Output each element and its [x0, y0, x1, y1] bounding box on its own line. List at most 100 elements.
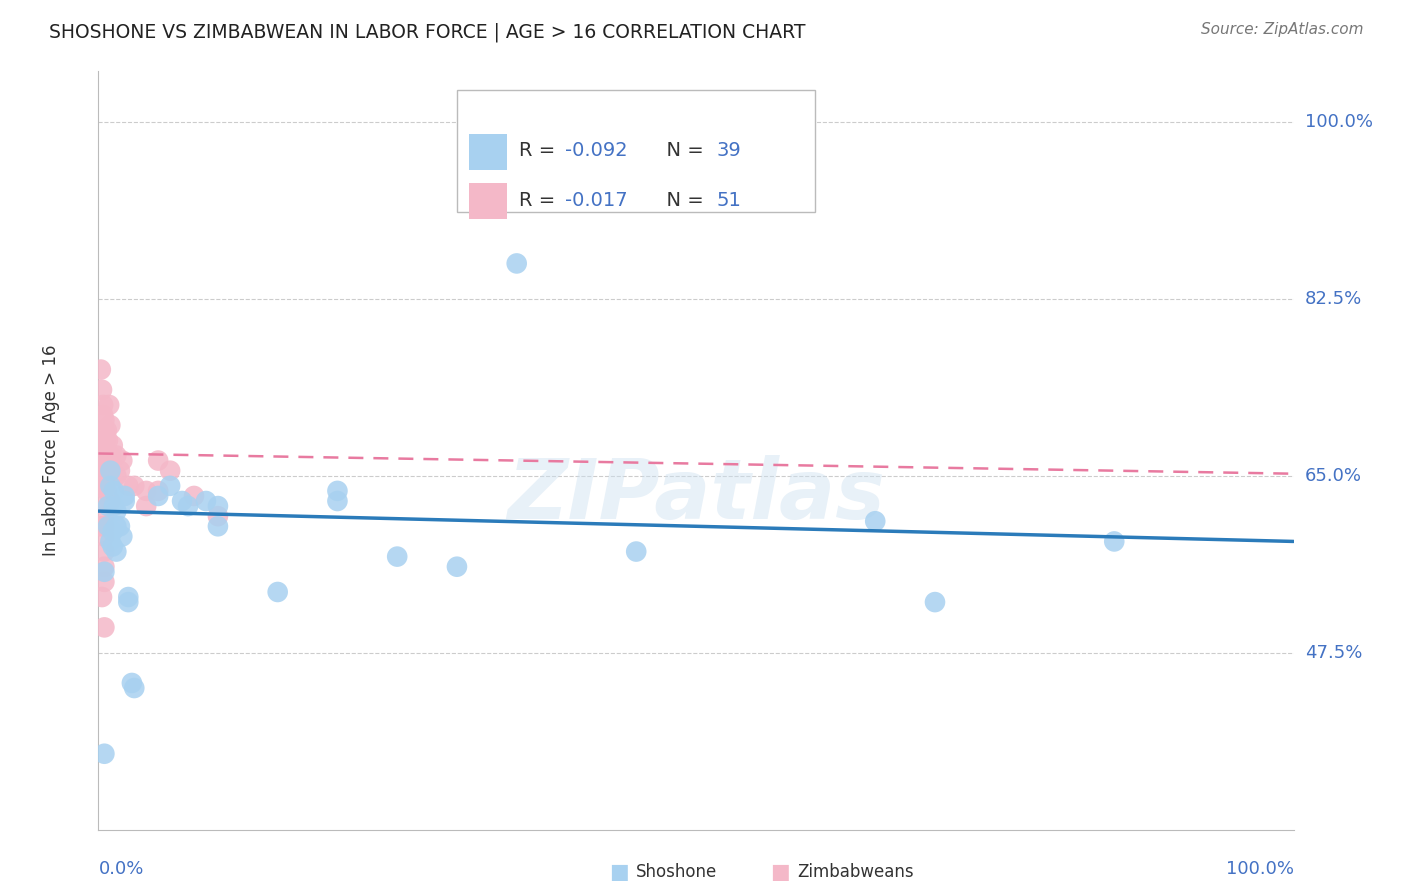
- Point: [114, 494, 136, 508]
- Point: [105, 544, 128, 558]
- Point: [98, 418, 122, 433]
- Point: [98, 398, 121, 412]
- Text: N =: N =: [654, 191, 710, 210]
- Point: [93, 464, 115, 478]
- Point: [177, 499, 200, 513]
- Point: [195, 494, 218, 508]
- Text: Shoshone: Shoshone: [636, 863, 717, 881]
- Text: 39: 39: [716, 142, 741, 161]
- Text: -0.017: -0.017: [565, 191, 627, 210]
- Point: [93, 544, 115, 558]
- Point: [108, 519, 131, 533]
- Point: [93, 519, 115, 533]
- Point: [1104, 534, 1126, 549]
- Point: [159, 464, 181, 478]
- Point: [101, 524, 124, 539]
- Point: [90, 438, 112, 452]
- Text: R =: R =: [519, 191, 561, 210]
- Text: SHOSHONE VS ZIMBABWEAN IN LABOR FORCE | AGE > 16 CORRELATION CHART: SHOSHONE VS ZIMBABWEAN IN LABOR FORCE | …: [49, 22, 806, 42]
- Point: [111, 453, 134, 467]
- Point: [506, 256, 529, 270]
- Point: [326, 494, 349, 508]
- Text: 47.5%: 47.5%: [1305, 644, 1362, 662]
- Point: [446, 559, 468, 574]
- Text: Zimbabweans: Zimbabweans: [797, 863, 914, 881]
- Point: [93, 529, 115, 543]
- Point: [172, 494, 194, 508]
- Point: [91, 590, 114, 604]
- Point: [135, 483, 157, 498]
- Point: [97, 499, 120, 513]
- Point: [93, 434, 115, 448]
- Text: Source: ZipAtlas.com: Source: ZipAtlas.com: [1201, 22, 1364, 37]
- Point: [148, 453, 170, 467]
- Point: [98, 464, 122, 478]
- Point: [94, 434, 117, 448]
- Point: [124, 681, 146, 695]
- Point: [93, 559, 115, 574]
- Point: [105, 449, 128, 463]
- Point: [93, 443, 115, 458]
- Point: [865, 514, 887, 528]
- Point: [93, 413, 115, 427]
- Point: [96, 423, 118, 437]
- Point: [148, 483, 170, 498]
- Text: In Labor Force | Age > 16: In Labor Force | Age > 16: [42, 344, 59, 557]
- Point: [148, 489, 170, 503]
- Point: [93, 423, 115, 437]
- Point: [207, 509, 229, 524]
- Point: [93, 494, 115, 508]
- Text: 65.0%: 65.0%: [1305, 467, 1361, 484]
- Text: -0.092: -0.092: [565, 142, 627, 161]
- Text: 82.5%: 82.5%: [1305, 290, 1362, 308]
- Point: [114, 489, 136, 503]
- Point: [385, 549, 409, 564]
- Point: [207, 519, 229, 533]
- Point: [159, 479, 181, 493]
- Point: [91, 383, 114, 397]
- Point: [93, 574, 115, 589]
- Point: [93, 620, 115, 634]
- Point: [98, 479, 122, 493]
- Point: [96, 449, 118, 463]
- Point: [267, 585, 290, 599]
- Point: [108, 464, 131, 478]
- Point: [90, 362, 112, 376]
- Point: [111, 529, 134, 543]
- Point: [94, 464, 117, 478]
- Point: [94, 449, 117, 463]
- Point: [96, 483, 118, 498]
- Point: [94, 479, 117, 493]
- Point: [117, 595, 139, 609]
- Point: [121, 676, 143, 690]
- Text: R =: R =: [519, 142, 561, 161]
- Point: [91, 398, 114, 412]
- Point: [93, 509, 115, 524]
- Point: [93, 747, 115, 761]
- Point: [105, 504, 128, 518]
- Text: 0.0%: 0.0%: [98, 860, 143, 878]
- Point: [98, 464, 122, 478]
- Text: ZIPatlas: ZIPatlas: [508, 456, 884, 536]
- Text: 100.0%: 100.0%: [1226, 860, 1294, 878]
- FancyBboxPatch shape: [457, 90, 815, 211]
- Point: [124, 479, 146, 493]
- Point: [101, 438, 124, 452]
- Point: [103, 483, 125, 498]
- Point: [105, 519, 128, 533]
- Point: [135, 499, 157, 513]
- Point: [97, 434, 120, 448]
- Point: [90, 468, 112, 483]
- Point: [626, 544, 648, 558]
- Point: [98, 534, 122, 549]
- Point: [101, 540, 124, 554]
- Point: [103, 499, 125, 513]
- Point: [117, 590, 139, 604]
- Point: [924, 595, 946, 609]
- Point: [98, 449, 122, 463]
- Point: [97, 453, 120, 467]
- Point: [93, 479, 115, 493]
- FancyBboxPatch shape: [470, 183, 508, 219]
- Text: 100.0%: 100.0%: [1305, 113, 1372, 131]
- Point: [183, 489, 205, 503]
